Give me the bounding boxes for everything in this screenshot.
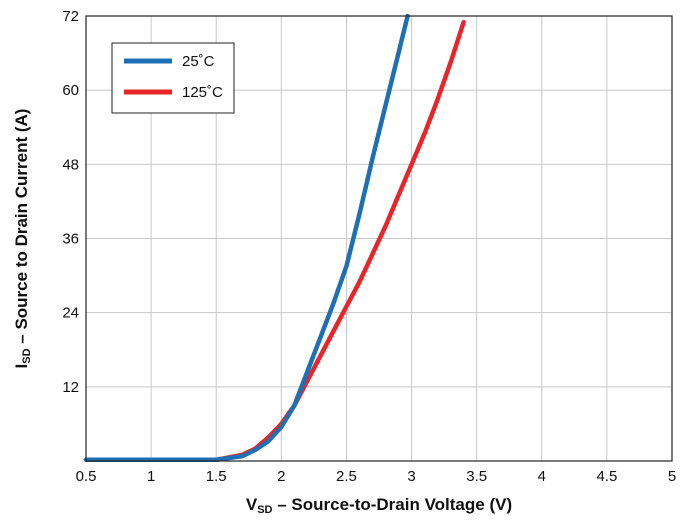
x-tick-label: 5 — [668, 468, 676, 485]
x-axis-title: VSD – Source-to-Drain Voltage (V) — [246, 495, 512, 516]
y-tick-label: 24 — [62, 305, 79, 322]
x-tick-label: 4 — [538, 468, 546, 485]
x-tick-label: 2 — [277, 468, 285, 485]
plot-frame — [85, 15, 673, 462]
x-tick-labels: 0.5 1 1.5 2 2.5 3 3.5 4 4.5 5 — [76, 468, 677, 485]
y-tick-label: 12 — [62, 379, 79, 396]
x-tick-label: 4.5 — [596, 468, 617, 485]
legend-box — [111, 42, 235, 114]
x-axis-title-sub: SD — [257, 504, 272, 516]
y-tick-label: 72 — [62, 8, 79, 25]
y-tick-labels: 12 24 36 48 60 72 — [62, 8, 79, 396]
x-tick-label: 1 — [147, 468, 155, 485]
y-tick-label: 48 — [62, 156, 79, 173]
x-tick-label: 3.5 — [466, 468, 487, 485]
y-tick-label: 60 — [62, 82, 79, 99]
x-axis-title-rest: – Source-to-Drain Voltage (V) — [273, 495, 513, 514]
legend: 25˚C 125˚C — [111, 42, 235, 114]
y-axis-title-main: I — [12, 364, 31, 369]
x-tick-label: 0.5 — [76, 468, 97, 485]
x-tick-label: 1.5 — [206, 468, 227, 485]
legend-label: 25˚C — [182, 53, 215, 70]
y-axis-title: ISD – Source to Drain Current (A) — [12, 109, 33, 369]
x-tick-label: 2.5 — [336, 468, 357, 485]
y-axis-title-sub: SD — [21, 348, 33, 363]
y-axis-title-rest: – Source to Drain Current (A) — [12, 109, 31, 349]
x-axis-title-main: V — [246, 495, 258, 514]
legend-label: 125˚C — [182, 84, 223, 101]
series-line-0 — [83, 13, 410, 463]
x-tick-label: 3 — [407, 468, 415, 485]
series-layer — [83, 13, 466, 463]
y-tick-label: 36 — [62, 231, 79, 248]
